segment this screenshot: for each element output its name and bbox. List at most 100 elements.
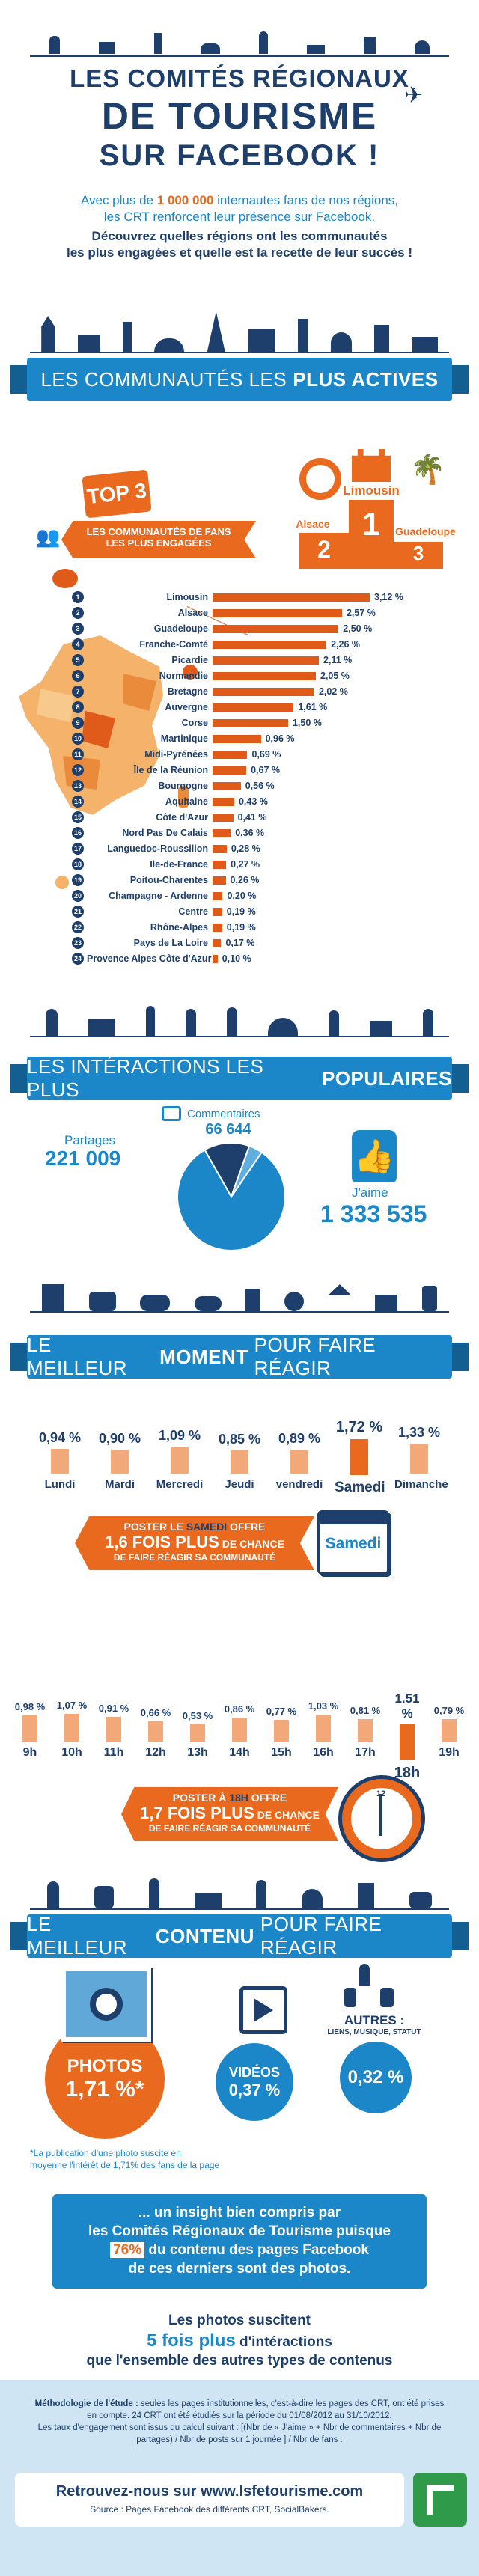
ranking-bar [213, 954, 218, 963]
hour-column: 0,79 % 19h [431, 1705, 467, 1759]
ranking-bar [213, 671, 316, 680]
videos-label: VIDÉOS [228, 2064, 281, 2080]
footer-cta-link[interactable]: Retrouvez-nous sur www.lsfetourisme.com [55, 2483, 364, 2500]
ranking-region-name: Franche-Comté [139, 639, 208, 650]
ranking-region-name: Ile-de-France [150, 859, 208, 870]
page-title-line3: SUR FACEBOOK ! [99, 139, 380, 172]
skyline-illustration [30, 307, 449, 352]
hour-bar [22, 1715, 37, 1742]
day-value: 1,72 % [335, 1419, 383, 1435]
hour-value: 1,03 % [308, 1700, 339, 1712]
hours-chart: 0,98 % 9h 1,07 % 10h 0,91 % 11h 0,66 % 12h 0,53 … [9, 1676, 470, 1781]
ranking-rank: 1 [72, 591, 84, 603]
hour-bar [316, 1715, 331, 1742]
hour-value: 0,53 % [182, 1709, 213, 1721]
saturday-ribbon: POSTER LE SAMEDI OFFRE 1,6 FOIS PLUS DE … [75, 1516, 314, 1570]
clock-icon: 12 [338, 1775, 425, 1862]
day-bar [111, 1450, 129, 1474]
ranking-row: 6 Normandie 2,05 % [72, 668, 350, 683]
ranking-rank: 6 [72, 670, 84, 682]
ranking-rank: 14 [72, 796, 84, 808]
hour-bar [358, 1718, 373, 1742]
others-sub: LIENS, MUSIQUE, STATUT [327, 2028, 421, 2036]
ranking-region-name: Côte d'Azur [156, 812, 208, 822]
ranking-value: 0,41 % [237, 812, 267, 822]
ranking-rank: 12 [72, 764, 84, 776]
day-label: Dimanche [394, 1477, 448, 1491]
camera-icon [61, 1967, 151, 2042]
ranking-rank: 2 [72, 607, 84, 619]
ranking-region-name: Provence Alpes Côte d'Azur [87, 953, 212, 964]
others-label: AUTRES : [344, 2013, 405, 2027]
hour-ribbon: POSTER À 18H OFFRE 1,7 FOIS PLUS DE CHAN… [121, 1787, 338, 1841]
ranking-row: 10 Martinique 0,96 % [72, 731, 295, 746]
ranking-value: 2,11 % [323, 655, 353, 665]
ranking-region-name: Corse [181, 718, 208, 728]
ranking-rank: 5 [72, 654, 84, 666]
top3-badge: TOP 3 [82, 469, 152, 519]
day-column: 1,09 % Mercredi [155, 1428, 204, 1491]
intro-bold2: les plus engagées et quelle est la recet… [66, 245, 413, 260]
others-circle: 0,32 % [340, 2042, 412, 2113]
hour-column: 0,77 % 15h [263, 1706, 299, 1759]
ranking-bar [213, 687, 314, 696]
hour-label: 10h [61, 1745, 82, 1759]
ranking-region-name: Alsace [177, 608, 208, 618]
ranking-value: 0,27 % [231, 859, 260, 870]
ranking-bar [213, 923, 222, 932]
ranking-value: 0,17 % [225, 938, 255, 948]
ranking-row: 2 Alsace 2,57 % [72, 605, 376, 620]
ranking-region-name: Guadeloupe [153, 623, 208, 634]
ranking-rank: 19 [72, 874, 84, 886]
ranking-region-name: Limousin [166, 592, 208, 602]
ranking-bar [213, 656, 320, 665]
day-label: Mardi [104, 1477, 135, 1491]
section-banner-best-moment: LE MEILLEUR MOMENT POUR FAIRE RÉAGIR [10, 1334, 469, 1379]
ranking-bar [213, 734, 261, 743]
intro-bold1: Découvrez quelles régions ont les commun… [91, 229, 388, 243]
ranking-region-name: Aquitaine [165, 796, 208, 807]
day-bar [290, 1450, 308, 1474]
ranking-region-name: Champagne - Ardenne [109, 891, 208, 901]
hour-label: 14h [229, 1745, 250, 1759]
palm-icon: 🌴 [410, 454, 446, 486]
ranking-bar [213, 593, 370, 602]
ranking-rank: 10 [72, 733, 84, 745]
moment-rule [30, 1311, 449, 1313]
france-map-region-light [37, 689, 74, 722]
ranking-row: 8 Auvergne 1,61 % [72, 700, 327, 715]
hour-label: 15h [271, 1745, 292, 1759]
interactions-silhouettes [30, 1003, 449, 1036]
hour-value: 0,86 % [224, 1703, 255, 1715]
content-silhouettes [30, 1875, 449, 1908]
hour-column: 0,91 % 11h [96, 1703, 132, 1759]
overseas-marker-reunion [55, 876, 69, 889]
ranking-value: 0,20 % [227, 891, 257, 901]
ranking-bar [213, 876, 226, 885]
hour-bar [274, 1719, 289, 1742]
ranking-bar [213, 750, 248, 759]
videos-value: 0,37 % [228, 2080, 281, 2099]
hour-bar [232, 1718, 247, 1742]
day-label: vendredi [275, 1477, 323, 1491]
region-ranking-list: 1 Limousin 3,12 % 2 Alsace 2,57 % 3 Guadeloupe 2… [0, 590, 479, 994]
ranking-row: 15 Côte d'Azur 0,41 % [72, 810, 267, 825]
others-value: 0,32 % [347, 2067, 404, 2087]
ranking-rank: 22 [72, 921, 84, 933]
top3-caption: LES COMMUNAUTÉS DE FANS LES PLUS ENGAGÉE… [61, 521, 256, 558]
header-rule [30, 55, 449, 57]
footer-cta-box [15, 2473, 404, 2527]
ranking-value: 0,26 % [230, 875, 260, 885]
ranking-row: 23 Pays de La Loire 0,17 % [72, 936, 254, 950]
hour-label: 17h [355, 1745, 376, 1759]
ranking-rank: 11 [72, 748, 84, 760]
photos-footnote-line2: moyenne l'intérêt de 1,71% des fans de l… [30, 2160, 220, 2170]
overseas-marker-martinique [52, 569, 78, 588]
ranking-row: 17 Languedoc-Roussillon 0,28 % [72, 841, 260, 856]
ranking-value: 0,43 % [238, 796, 268, 807]
ranking-value: 0,56 % [245, 781, 275, 791]
pie-slice-0 [177, 1148, 286, 1251]
hour-bar [190, 1724, 205, 1742]
podium: 🌴 Limousin Alsace Guadeloupe 1 2 3 [284, 443, 456, 570]
comments-value: 66 644 [205, 1121, 251, 1138]
